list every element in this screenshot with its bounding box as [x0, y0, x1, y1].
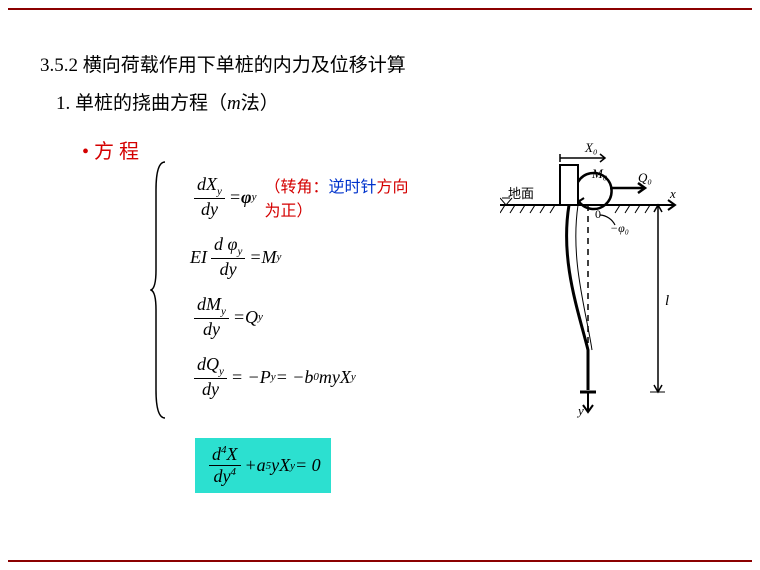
eq4-frac: dQy dy [194, 354, 227, 400]
eq2-rhs: M [262, 247, 277, 268]
eq1-num: dX [197, 174, 217, 194]
eq4-rhs2a: b [304, 367, 313, 388]
equation-label: • 方 程 [82, 135, 139, 164]
top-accent-line [8, 8, 752, 10]
eq3-rhs-sub: y [258, 311, 263, 323]
subtitle-m: m [227, 93, 241, 114]
section-heading: 3.5.2 横向荷载作用下单桩的内力及位移计算 [40, 50, 406, 77]
equation-group: dXy dy = φy （转角：逆时针方向为正） EI d φy dy = My… [160, 160, 410, 414]
eq2-lhs: EI [190, 247, 207, 268]
diag-l: l [665, 293, 669, 309]
bullet-icon: • [82, 141, 89, 163]
final-den1: dy [214, 466, 231, 486]
eq1-rhs: φ [241, 187, 252, 208]
eq1-num-sub: y [217, 186, 222, 198]
bottom-accent-line [8, 560, 752, 562]
eq4-rhs2b-sub: y [351, 371, 356, 383]
final-num1: d [212, 444, 221, 464]
final-den-sup: 4 [231, 466, 237, 478]
equation-3: dMy dy = Qy [190, 294, 410, 340]
eq3-num: dM [197, 294, 221, 314]
diag-m0: M₀ [591, 166, 607, 181]
eq3-eq: = [233, 307, 245, 328]
eq4-num-sub: y [219, 366, 224, 378]
eq4-eq2: = − [276, 367, 305, 388]
subtitle-end: 法） [241, 93, 279, 114]
subtitle-text: 单桩的挠曲方程（ [75, 93, 227, 114]
fangcheng-text: 方 程 [94, 141, 139, 163]
eq1-rhs-sub: y [252, 191, 257, 203]
eq2-eq: = [249, 247, 261, 268]
diag-y: y [576, 403, 584, 418]
eq2-num: d φ [214, 234, 237, 254]
eq1-frac: dXy dy [194, 174, 225, 220]
final-rest: yX [271, 455, 290, 476]
eq4-eq: = − [231, 367, 260, 388]
eq4-rhs1: P [260, 367, 271, 388]
rotation-note: （转角：逆时针方向为正） [264, 173, 410, 221]
final-num2: X [227, 444, 238, 464]
subtitle-num: 1. [56, 93, 70, 114]
eq2-frac: d φy dy [211, 234, 245, 280]
eq4-den: dy [199, 379, 222, 400]
final-equation: d4X dy4 + a5yXy = 0 [195, 438, 331, 493]
eq1-eq: = [229, 187, 241, 208]
eq1-den: dy [198, 199, 221, 220]
eq3-den: dy [200, 319, 223, 340]
eq3-num-sub: y [221, 306, 226, 318]
diag-x0: X₀ [584, 140, 597, 155]
eq3-rhs: Q [245, 307, 258, 328]
equation-1: dXy dy = φy （转角：逆时针方向为正） [190, 174, 410, 220]
eq4-num: dQ [197, 354, 219, 374]
equation-4: dQy dy = − Py = − b0myXy [190, 354, 410, 400]
eq4-rhs2b: myX [319, 367, 351, 388]
eq2-den: dy [217, 259, 240, 280]
diag-q0: Q₀ [638, 170, 652, 185]
subtitle: 1. 单桩的挠曲方程（m法） [56, 88, 279, 115]
eq3-frac: dMy dy [194, 294, 229, 340]
eq2-num-sub: y [237, 246, 242, 258]
diag-x: x [669, 186, 676, 201]
final-a: a [257, 455, 266, 476]
pile-diagram: X₀ 地面 x 0 M₀ Q₀ −φ₀ y l [500, 140, 680, 420]
equation-2: EI d φy dy = My [190, 234, 410, 280]
final-zero: = 0 [295, 455, 321, 476]
note-p2: 逆时针 [328, 179, 376, 196]
section-number: 3.5.2 [40, 55, 78, 76]
note-p1: （转角： [264, 179, 328, 196]
final-frac: d4X dy4 [209, 444, 241, 487]
final-plus: + [245, 455, 257, 476]
diag-phi0: −φ₀ [610, 221, 629, 235]
section-title: 横向荷载作用下单桩的内力及位移计算 [83, 55, 406, 76]
eq2-rhs-sub: y [277, 251, 282, 263]
